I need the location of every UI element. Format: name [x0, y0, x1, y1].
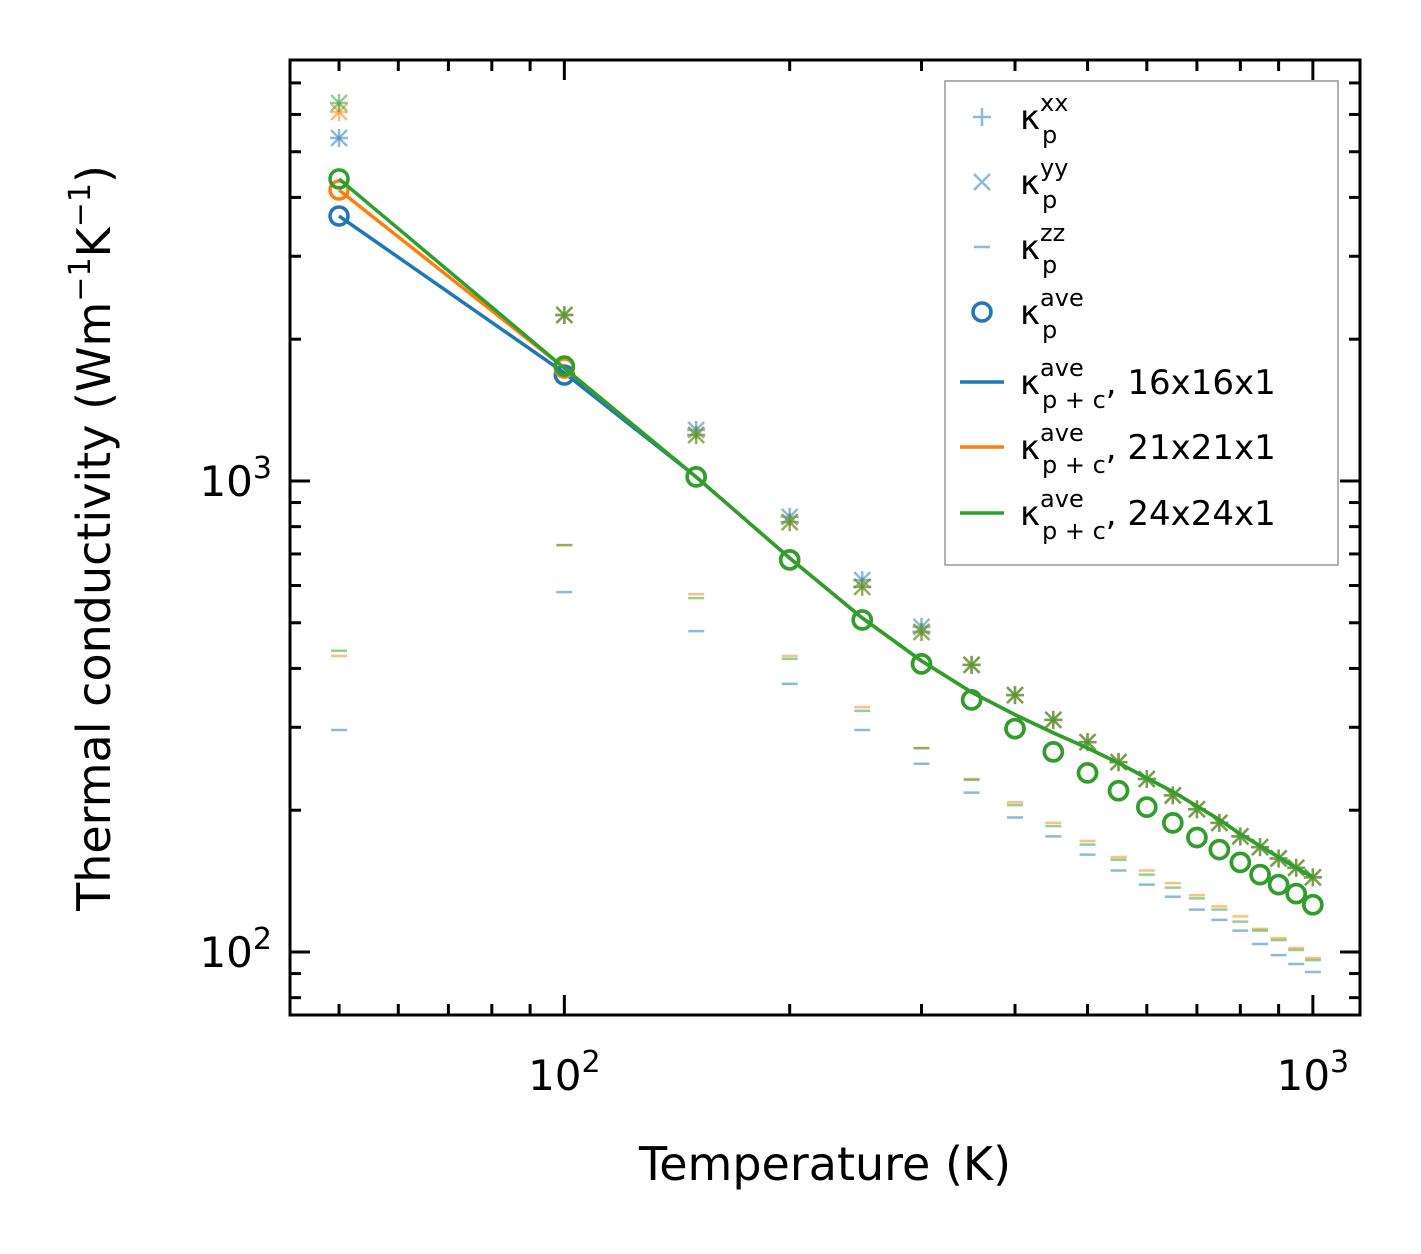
legend-sup: zz: [1040, 219, 1065, 247]
legend-label: κave p: [1020, 284, 1084, 344]
kyy-point: [555, 306, 574, 324]
legend-entry: κzz p: [974, 219, 1065, 279]
legend-sup: yy: [1040, 154, 1068, 182]
kave-point: [960, 689, 983, 711]
legend-plus-icon: [973, 108, 991, 126]
legend-label: κyy p: [1020, 154, 1068, 214]
legend-sub: p: [1042, 121, 1057, 149]
legend-sub: p: [1042, 186, 1057, 214]
tick-exp: 2: [582, 1045, 601, 1080]
legend-entry: κave p + c, 21x21x1: [960, 419, 1276, 479]
kave-point: [1107, 779, 1130, 802]
legend-sub: p: [1042, 316, 1057, 344]
kave-point: [778, 549, 801, 571]
legend-symbol: κ: [1020, 228, 1040, 268]
kave-point: [1229, 851, 1252, 874]
kyy-point: [962, 655, 981, 674]
kave-point: [685, 466, 707, 488]
legend-sup: ave: [1040, 284, 1084, 312]
legend-symbol: κ: [1020, 428, 1040, 468]
kyy-point: [1006, 686, 1024, 705]
kyy-point: [330, 94, 348, 112]
series-line-24x24x1: [328, 168, 1324, 916]
legend-entry: κave p: [971, 284, 1084, 344]
legend-entry: κxx p: [973, 89, 1068, 149]
kave-point: [1042, 741, 1065, 763]
kave-point: [328, 168, 350, 190]
kyy-point: [780, 513, 799, 531]
kave-pc-line: [337, 177, 1314, 879]
kave-point: [851, 609, 873, 631]
legend-sub: p + c: [1042, 386, 1106, 414]
legend-symbol: κ: [1020, 163, 1040, 203]
tick-base: 10: [199, 928, 252, 977]
kyy-point: [687, 426, 706, 444]
tick-exp: 3: [253, 451, 272, 486]
legend-box: [944, 80, 1339, 566]
kyy-point: [330, 129, 348, 147]
tick-exp: 2: [253, 922, 272, 957]
legend-symbol: κ: [1020, 494, 1040, 534]
legend-entry: κyy p: [973, 154, 1068, 214]
kyy-point: [912, 623, 931, 641]
kave-point: [910, 653, 933, 675]
legend-suffix: , 16x16x1: [1106, 363, 1276, 403]
plot-marks: [328, 93, 1324, 974]
legend-x-icon: [973, 173, 991, 191]
legend-sub: p + c: [1042, 451, 1106, 479]
tick-base: 10: [528, 1051, 581, 1100]
y-axis-label: Thermal conductivity (Wm−1K−1): [63, 165, 121, 912]
kave-point: [1186, 826, 1208, 849]
x-axis-label: Temperature (K): [638, 1137, 1011, 1191]
legend-circle-icon: [971, 301, 993, 323]
legend-symbol: κ: [1020, 363, 1040, 403]
legend-label: κave p + c, 21x21x1: [1020, 419, 1276, 479]
legend-sub: p + c: [1042, 517, 1106, 545]
x-tick-label: 102: [528, 1045, 601, 1100]
legend-entry: κave p + c, 24x24x1: [960, 485, 1276, 545]
kyy-point: [1044, 711, 1063, 729]
kyy-point: [853, 577, 872, 596]
legend-sup: ave: [1040, 354, 1084, 382]
legend-sub: p: [1042, 251, 1057, 279]
legend-label: κzz p: [1020, 219, 1065, 279]
tick-exp: 3: [1330, 1045, 1349, 1080]
legend-sup: ave: [1040, 485, 1084, 513]
legend-label: κave p + c, 24x24x1: [1020, 485, 1276, 545]
legend-sup: ave: [1040, 419, 1084, 447]
tick-base: 10: [1277, 1051, 1330, 1100]
kave-point: [1076, 762, 1099, 784]
x-tick-label: 103: [1277, 1045, 1350, 1100]
kave-point: [1285, 882, 1307, 905]
kave-point: [1162, 812, 1184, 834]
legend-entry: κave p + c, 16x16x1: [960, 354, 1276, 414]
kave-point: [1208, 838, 1231, 861]
kave-point: [1004, 717, 1026, 740]
tick-base: 10: [199, 457, 252, 506]
kave-point: [1249, 863, 1271, 886]
kave-point: [328, 205, 350, 227]
kave-point: [1136, 796, 1158, 818]
legend-label: κxx p: [1020, 89, 1068, 149]
plot-frame: [288, 58, 1362, 1017]
kave-point: [1267, 873, 1290, 896]
legend-suffix: , 21x21x1: [1106, 428, 1276, 468]
y-tick-label: 103: [199, 451, 272, 506]
y-tick-label: 102: [199, 922, 272, 977]
legend-symbol: κ: [1020, 98, 1040, 138]
legend-sup: xx: [1040, 89, 1068, 117]
legend-suffix: , 24x24x1: [1106, 494, 1276, 534]
legend-symbol: κ: [1020, 293, 1040, 333]
kave-point: [553, 355, 576, 377]
legend-label: κave p + c, 16x16x1: [1020, 354, 1276, 414]
kave-point: [1302, 893, 1324, 916]
